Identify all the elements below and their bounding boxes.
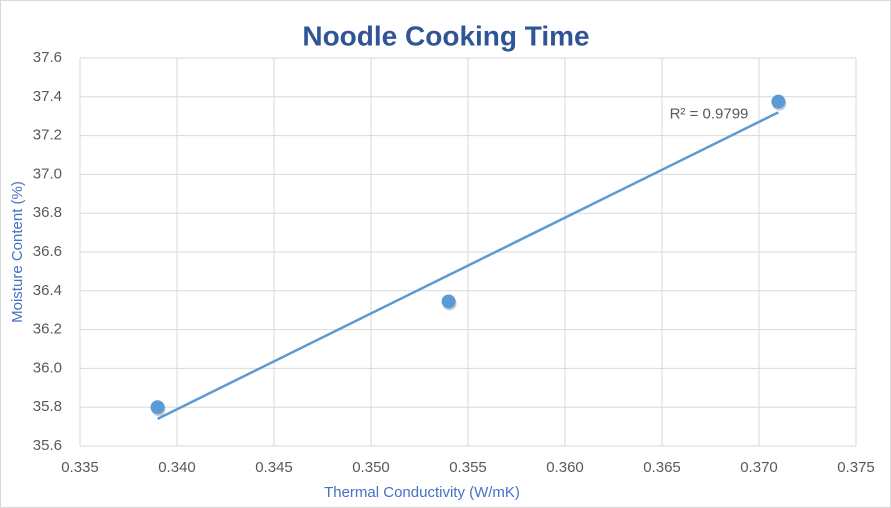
trendline-label: R² = 0.9799	[670, 105, 749, 122]
y-tick-label: 37.4	[33, 88, 62, 105]
x-tick-label: 0.350	[352, 459, 390, 476]
data-point	[771, 94, 786, 109]
y-tick-label: 35.8	[33, 398, 62, 415]
trendline	[157, 111, 779, 420]
chart-title: Noodle Cooking Time	[302, 20, 589, 51]
y-tick-label: 36.2	[33, 321, 62, 338]
x-tick-label: 0.335	[61, 459, 99, 476]
y-tick-label: 36.8	[33, 204, 62, 221]
y-tick-label: 35.6	[33, 437, 62, 454]
y-axis-label: Moisture Content (%)	[9, 181, 26, 323]
x-tick-label: 0.360	[546, 459, 584, 476]
y-tick-label: 37.0	[33, 165, 62, 182]
x-tick-label: 0.355	[449, 459, 487, 476]
y-tick-label: 36.6	[33, 243, 62, 260]
y-tick-label: 36.0	[33, 359, 62, 376]
y-tick-label: 36.4	[33, 282, 62, 299]
x-tick-label: 0.345	[255, 459, 293, 476]
data-point	[150, 400, 165, 415]
x-tick-label: 0.375	[837, 459, 875, 476]
y-tick-label: 37.6	[33, 49, 62, 66]
x-tick-label: 0.340	[158, 459, 196, 476]
x-tick-label: 0.370	[740, 459, 778, 476]
x-tick-label: 0.365	[643, 459, 681, 476]
x-axis-label: Thermal Conductivity (W/mK)	[324, 484, 520, 501]
y-tick-label: 37.2	[33, 127, 62, 144]
data-point	[441, 294, 456, 309]
